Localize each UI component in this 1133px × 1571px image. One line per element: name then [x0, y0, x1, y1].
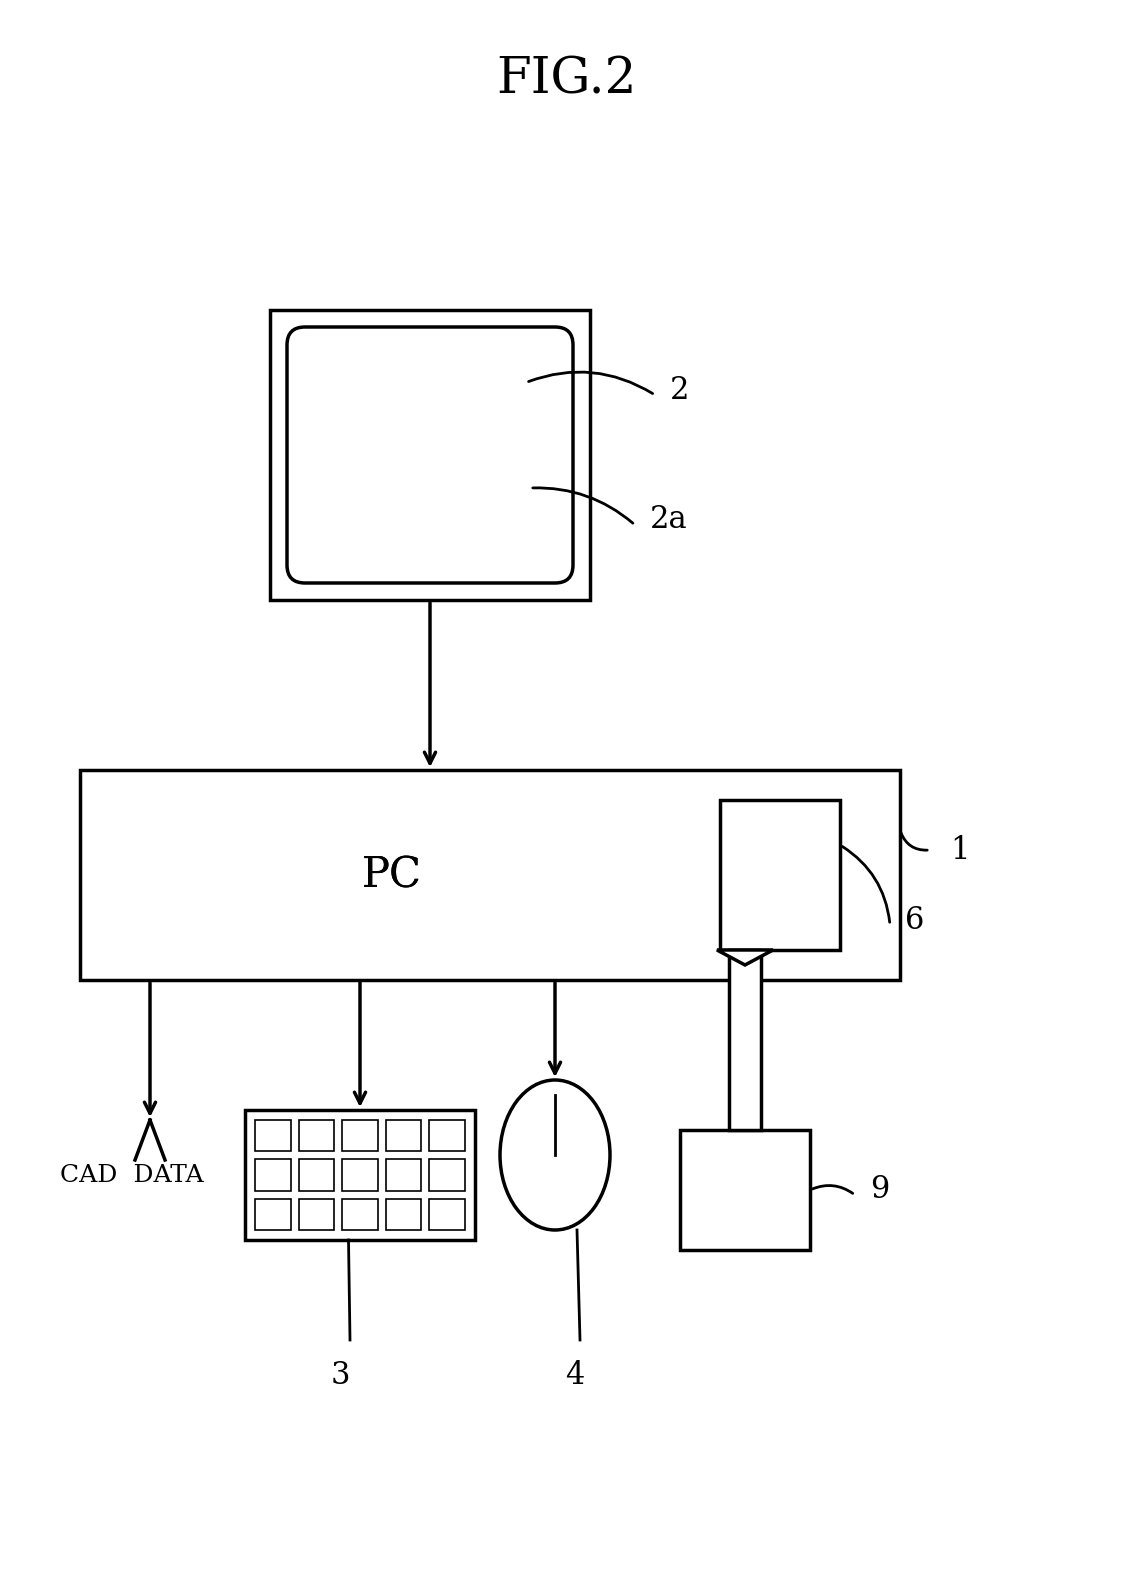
Bar	[342, 1199, 377, 1230]
Bar	[270, 309, 590, 600]
Bar	[299, 1159, 334, 1191]
Bar	[255, 1199, 290, 1230]
Bar	[680, 1130, 810, 1251]
Text: PC: PC	[361, 855, 421, 895]
Bar	[386, 1120, 421, 1152]
Bar	[342, 1120, 377, 1152]
Bar	[729, 950, 761, 1130]
Bar	[245, 1111, 475, 1240]
FancyBboxPatch shape	[287, 327, 573, 583]
Text: 2: 2	[670, 374, 690, 405]
Bar	[429, 1199, 465, 1230]
Text: PC: PC	[361, 855, 421, 895]
Bar	[429, 1120, 465, 1152]
Polygon shape	[717, 950, 773, 965]
Bar	[386, 1199, 421, 1230]
Bar	[255, 1120, 290, 1152]
Text: 2a: 2a	[650, 504, 688, 536]
Text: 3: 3	[330, 1360, 350, 1390]
Bar	[342, 1159, 377, 1191]
Text: 4: 4	[565, 1360, 585, 1390]
Text: 6: 6	[905, 905, 925, 935]
Bar	[299, 1120, 334, 1152]
Ellipse shape	[500, 1079, 610, 1230]
Bar	[386, 1159, 421, 1191]
Bar	[299, 1199, 334, 1230]
Text: 9: 9	[870, 1175, 889, 1205]
Bar	[429, 1159, 465, 1191]
Bar	[719, 800, 840, 950]
Text: FIG.2: FIG.2	[496, 55, 637, 105]
Bar	[255, 1159, 290, 1191]
Text: CAD  DATA: CAD DATA	[60, 1164, 204, 1186]
Bar	[80, 770, 900, 980]
Text: 1: 1	[949, 834, 970, 866]
